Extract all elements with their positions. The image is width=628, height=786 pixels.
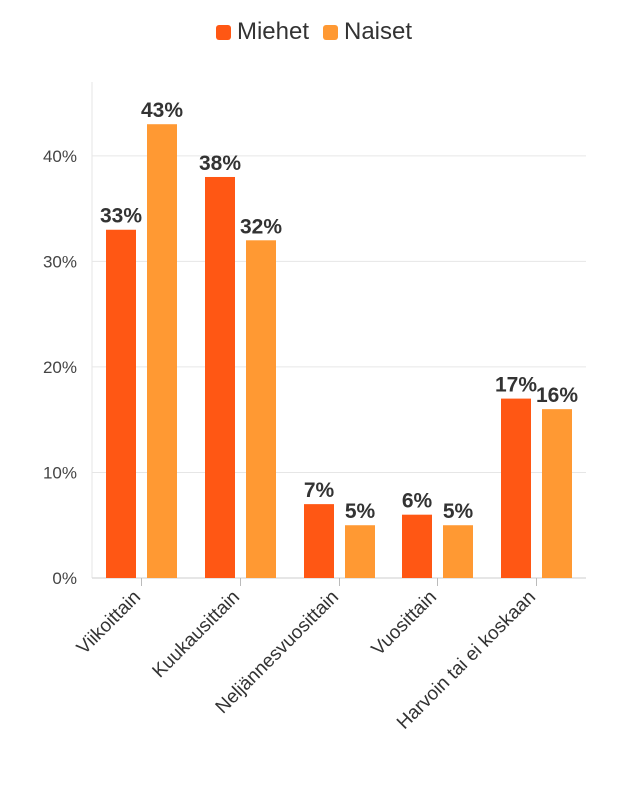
y-tick-label: 10% (43, 463, 77, 482)
legend-label-naiset: Naiset (344, 18, 413, 45)
data-label: 7% (304, 479, 335, 502)
data-label: 5% (443, 500, 474, 523)
x-tick-label: Viikoittain (73, 587, 145, 659)
data-label: 33% (100, 205, 142, 228)
legend-label-miehet: Miehet (236, 18, 309, 45)
data-label: 17% (495, 374, 537, 397)
y-tick-label: 20% (43, 358, 77, 377)
legend-swatch-naiset (323, 24, 338, 40)
y-tick-label: 0% (52, 569, 77, 588)
x-tick-label: Vuosittain (368, 587, 441, 660)
x-tick-label: Kuukausittain (149, 587, 245, 683)
legend-item-naiset[interactable]: Naiset (323, 18, 412, 46)
data-label: 38% (199, 152, 241, 175)
data-label: 43% (141, 99, 183, 122)
bar-miehet (205, 176, 235, 578)
bar-miehet (402, 514, 432, 578)
data-label: 6% (402, 490, 433, 513)
bar-naiset (345, 525, 375, 578)
bar-naiset (542, 409, 572, 578)
bar-naiset (246, 240, 276, 579)
legend-swatch-miehet (215, 24, 231, 40)
bar-miehet (106, 229, 136, 578)
y-tick-label: 40% (43, 147, 77, 166)
data-label: 16% (536, 384, 578, 407)
data-label: 32% (240, 215, 282, 238)
legend: Miehet Naiset (0, 18, 628, 46)
data-label: 5% (345, 500, 376, 523)
bar-naiset (443, 525, 473, 578)
bar-naiset (147, 124, 177, 578)
y-tick-label: 30% (43, 252, 77, 271)
bar-miehet (501, 398, 531, 578)
bar-miehet (304, 504, 334, 578)
legend-item-miehet[interactable]: Miehet (215, 18, 309, 46)
